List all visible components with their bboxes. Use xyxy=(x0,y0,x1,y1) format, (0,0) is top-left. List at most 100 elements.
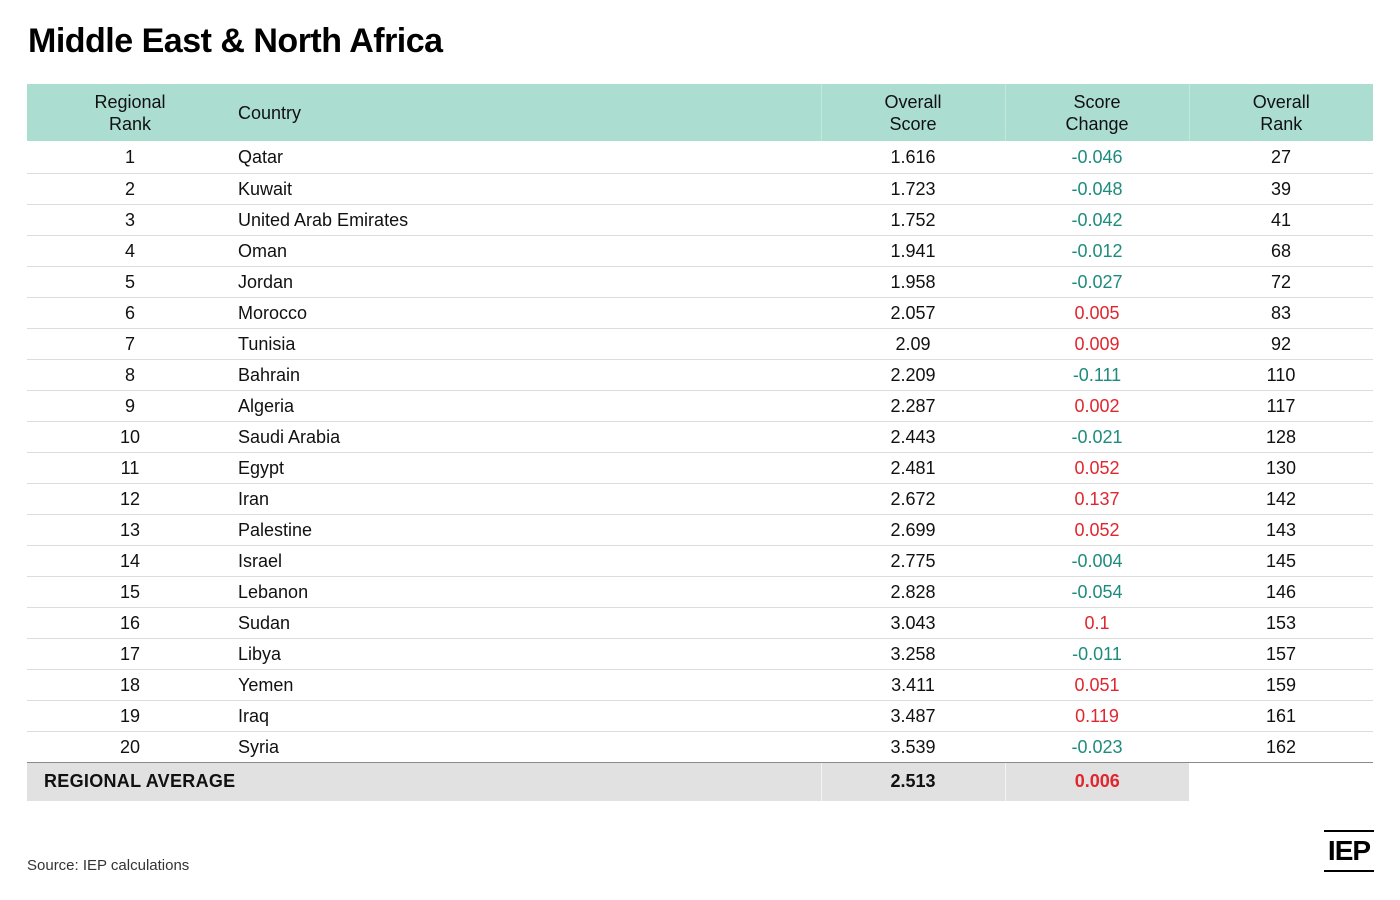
table-row: 2 Kuwait 1.723 -0.048 39 xyxy=(27,173,1373,205)
regional-average-row: REGIONAL AVERAGE 2.513 0.006 xyxy=(27,762,1373,801)
regional-rank-cell: 12 xyxy=(27,483,233,515)
overall-score-cell: 2.287 xyxy=(821,390,1005,422)
overall-score-cell: 2.481 xyxy=(821,452,1005,484)
table-row: 15 Lebanon 2.828 -0.054 146 xyxy=(27,576,1373,608)
table-header: Regional Rank Country Overall Score Score C… xyxy=(27,84,1373,141)
score-change-cell: 0.051 xyxy=(1005,669,1189,701)
table-row: 13 Palestine 2.699 0.052 143 xyxy=(27,514,1373,546)
overall-rank-cell: 157 xyxy=(1189,638,1373,670)
table-row: 17 Libya 3.258 -0.011 157 xyxy=(27,638,1373,670)
overall-rank-cell: 153 xyxy=(1189,607,1373,639)
score-change-cell: -0.046 xyxy=(1005,141,1189,174)
country-cell: Jordan xyxy=(233,266,821,298)
country-cell: Morocco xyxy=(233,297,821,329)
column-header-country: Country xyxy=(233,84,821,141)
score-change-cell: -0.111 xyxy=(1005,359,1189,391)
country-cell: Iraq xyxy=(233,700,821,732)
score-change-cell: -0.021 xyxy=(1005,421,1189,453)
table-row: 19 Iraq 3.487 0.119 161 xyxy=(27,700,1373,732)
regional-rank-cell: 14 xyxy=(27,545,233,577)
table-body: 1 Qatar 1.616 -0.046 27 2 Kuwait 1.723 -0.048 39 3… xyxy=(27,141,1373,801)
ranking-table: Regional Rank Country Overall Score Score C… xyxy=(27,84,1373,801)
score-change-cell: -0.054 xyxy=(1005,576,1189,608)
country-cell: Syria xyxy=(233,731,821,763)
regional-rank-cell: 6 xyxy=(27,297,233,329)
table-row: 11 Egypt 2.481 0.052 130 xyxy=(27,452,1373,484)
overall-score-cell: 2.09 xyxy=(821,328,1005,360)
overall-score-cell: 2.209 xyxy=(821,359,1005,391)
score-change-cell: -0.011 xyxy=(1005,638,1189,670)
column-header-score-change: Score Change xyxy=(1004,84,1189,141)
overall-rank-cell: 159 xyxy=(1189,669,1373,701)
regional-rank-cell: 7 xyxy=(27,328,233,360)
country-cell: Oman xyxy=(233,235,821,267)
overall-score-cell: 3.411 xyxy=(821,669,1005,701)
country-cell: Egypt xyxy=(233,452,821,484)
country-cell: Israel xyxy=(233,545,821,577)
country-cell: Bahrain xyxy=(233,359,821,391)
overall-rank-cell: 117 xyxy=(1189,390,1373,422)
table-row: 6 Morocco 2.057 0.005 83 xyxy=(27,297,1373,329)
table-row: 8 Bahrain 2.209 -0.111 110 xyxy=(27,359,1373,391)
regional-average-empty-cell xyxy=(1189,762,1373,801)
overall-rank-cell: 72 xyxy=(1189,266,1373,298)
country-cell: Libya xyxy=(233,638,821,670)
overall-rank-cell: 110 xyxy=(1189,359,1373,391)
overall-rank-cell: 143 xyxy=(1189,514,1373,546)
overall-rank-cell: 162 xyxy=(1189,731,1373,763)
regional-rank-cell: 20 xyxy=(27,731,233,763)
overall-rank-cell: 92 xyxy=(1189,328,1373,360)
regional-rank-cell: 3 xyxy=(27,204,233,236)
regional-average-score: 2.513 xyxy=(820,762,1005,801)
overall-score-cell: 1.752 xyxy=(821,204,1005,236)
table-row: 12 Iran 2.672 0.137 142 xyxy=(27,483,1373,515)
overall-rank-cell: 41 xyxy=(1189,204,1373,236)
overall-rank-cell: 68 xyxy=(1189,235,1373,267)
regional-rank-cell: 4 xyxy=(27,235,233,267)
table-row: 4 Oman 1.941 -0.012 68 xyxy=(27,235,1373,267)
overall-rank-cell: 83 xyxy=(1189,297,1373,329)
regional-rank-cell: 11 xyxy=(27,452,233,484)
score-change-cell: 0.1 xyxy=(1005,607,1189,639)
score-change-cell: 0.009 xyxy=(1005,328,1189,360)
regional-average-change: 0.006 xyxy=(1004,762,1189,801)
country-cell: Yemen xyxy=(233,669,821,701)
overall-score-cell: 2.699 xyxy=(821,514,1005,546)
column-header-regional-rank: Regional Rank xyxy=(27,84,233,141)
country-cell: Kuwait xyxy=(233,173,821,205)
overall-rank-cell: 145 xyxy=(1189,545,1373,577)
regional-rank-cell: 18 xyxy=(27,669,233,701)
country-cell: United Arab Emirates xyxy=(233,204,821,236)
overall-score-cell: 3.043 xyxy=(821,607,1005,639)
regional-rank-cell: 19 xyxy=(27,700,233,732)
regional-rank-cell: 10 xyxy=(27,421,233,453)
overall-rank-cell: 142 xyxy=(1189,483,1373,515)
score-change-cell: 0.005 xyxy=(1005,297,1189,329)
country-cell: Iran xyxy=(233,483,821,515)
regional-rank-cell: 13 xyxy=(27,514,233,546)
overall-rank-cell: 39 xyxy=(1189,173,1373,205)
score-change-cell: -0.027 xyxy=(1005,266,1189,298)
overall-score-cell: 1.723 xyxy=(821,173,1005,205)
overall-score-cell: 2.443 xyxy=(821,421,1005,453)
score-change-cell: -0.012 xyxy=(1005,235,1189,267)
column-header-overall-rank: Overall Rank xyxy=(1188,84,1373,141)
column-header-overall-score: Overall Score xyxy=(820,84,1005,141)
overall-score-cell: 3.258 xyxy=(821,638,1005,670)
table-row: 10 Saudi Arabia 2.443 -0.021 128 xyxy=(27,421,1373,453)
overall-score-cell: 1.941 xyxy=(821,235,1005,267)
iep-logo: IEP xyxy=(1324,830,1374,872)
regional-rank-cell: 9 xyxy=(27,390,233,422)
overall-rank-cell: 146 xyxy=(1189,576,1373,608)
overall-score-cell: 3.487 xyxy=(821,700,1005,732)
country-cell: Palestine xyxy=(233,514,821,546)
score-change-cell: 0.137 xyxy=(1005,483,1189,515)
score-change-cell: -0.042 xyxy=(1005,204,1189,236)
overall-score-cell: 3.539 xyxy=(821,731,1005,763)
country-cell: Saudi Arabia xyxy=(233,421,821,453)
table-row: 5 Jordan 1.958 -0.027 72 xyxy=(27,266,1373,298)
regional-rank-cell: 15 xyxy=(27,576,233,608)
regional-rank-cell: 16 xyxy=(27,607,233,639)
table-row: 14 Israel 2.775 -0.004 145 xyxy=(27,545,1373,577)
table-row: 18 Yemen 3.411 0.051 159 xyxy=(27,669,1373,701)
